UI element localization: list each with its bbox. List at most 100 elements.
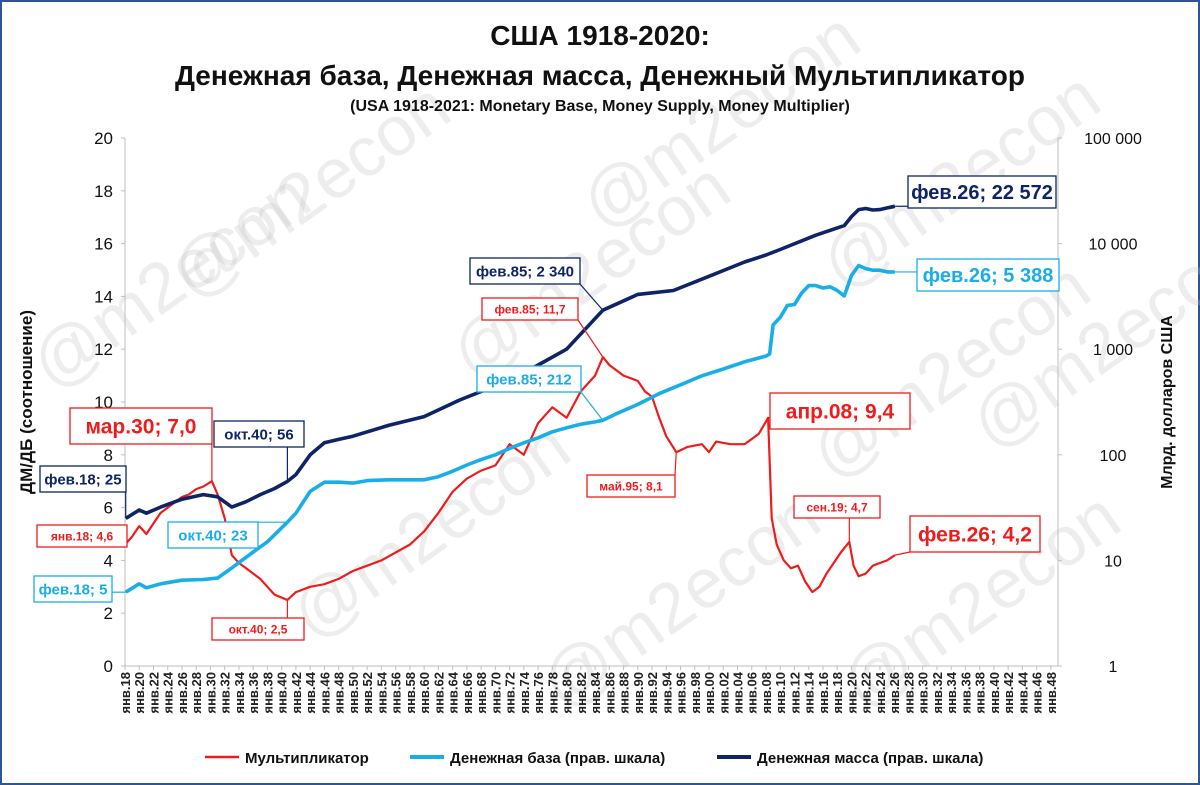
x-tick-label: янв.00: [702, 672, 717, 714]
x-tick-label: янв.62: [431, 672, 446, 714]
legend-item: Денежная масса (прав. шкала): [717, 750, 983, 767]
y-right-axis-title: Млрд. долларов США: [1159, 315, 1176, 489]
x-tick-label: янв.72: [503, 672, 518, 714]
annotation-label: фев.26; 4,2: [918, 524, 1032, 547]
x-tick-label: янв.58: [403, 672, 418, 714]
x-tick-label: янв.40: [275, 672, 290, 714]
annotation-box: [916, 258, 1060, 292]
x-tick-label: янв.44: [1015, 671, 1030, 713]
annotation-box: [481, 297, 579, 321]
x-tick-label: янв.18: [118, 672, 133, 714]
x-tick-label: янв.88: [617, 672, 632, 714]
annotation-label: сен.19; 4,7: [806, 500, 868, 514]
series-line-multiplier: [124, 356, 896, 602]
x-tick-label: янв.48: [1044, 672, 1059, 714]
x-tick-label: янв.94: [659, 671, 674, 713]
annotation-callout: май.95; 8,1: [586, 452, 677, 498]
y-left-tick-label: 4: [104, 551, 113, 570]
annotation-label: мар.30; 7,0: [86, 416, 197, 439]
x-tick-label: янв.36: [958, 672, 973, 714]
y-left-tick-label: 6: [104, 499, 113, 518]
x-tick-label: янв.70: [488, 672, 503, 714]
y-left-tick-label: 10: [94, 393, 113, 412]
x-tick-label: янв.20: [132, 672, 147, 714]
y-left-tick-label: 20: [94, 129, 113, 148]
annotation-box: [213, 420, 305, 448]
annotation-label: окт.40; 23: [178, 527, 247, 544]
annotation-callout: фев.18; 25: [39, 465, 127, 519]
y-left-tick-label: 16: [94, 235, 113, 254]
annotation-callout: фев.18; 5: [33, 575, 126, 603]
y-left-tick-label: 12: [94, 340, 113, 359]
y-right-tick-label: 1 000: [1093, 342, 1133, 359]
x-tick-label: янв.52: [360, 672, 375, 714]
x-tick-label: янв.26: [175, 672, 190, 714]
x-tick-label: янв.38: [973, 672, 988, 714]
x-tick-label: янв.20: [844, 672, 859, 714]
x-tick-label: янв.34: [232, 671, 247, 713]
annotation-leader: [579, 283, 604, 311]
annotation-label: фев.85; 11,7: [494, 302, 565, 316]
x-tick-label: янв.82: [574, 672, 589, 714]
x-tick-label: янв.38: [260, 672, 275, 714]
x-tick-label: янв.64: [446, 671, 461, 713]
annotation-callout: фев.85; 11,7: [481, 297, 604, 358]
annotation-callout: фев.85; 2 340: [469, 257, 604, 311]
x-tick-label: янв.46: [317, 672, 332, 714]
x-tick-label: янв.54: [374, 671, 389, 713]
annotation-leader: [674, 452, 677, 476]
chart-title: США 1918-2020:: [490, 20, 710, 51]
x-tick-label: янв.30: [203, 672, 218, 714]
annotation-label: янв.18; 4,6: [51, 529, 114, 543]
annotation-box: [39, 465, 127, 493]
annotation-callout: сен.19; 4,7: [793, 495, 881, 542]
annotation-callout: фев.26; 4,2: [894, 515, 1041, 556]
x-tick-label: янв.68: [474, 672, 489, 714]
x-tick-label: янв.80: [560, 672, 575, 714]
x-tick-label: янв.12: [787, 672, 802, 714]
annotation-callout: апр.08; 9,4: [768, 392, 911, 430]
x-tick-label: янв.40: [987, 672, 1002, 714]
chart-subtitle-english: (USA 1918-2021: Monetary Base, Money Sup…: [350, 98, 850, 115]
annotation-box: [167, 521, 259, 549]
annotation-box: [907, 175, 1057, 209]
x-tick-label: янв.84: [588, 671, 603, 713]
annotation-box: [769, 392, 911, 430]
x-tick-label: янв.60: [417, 672, 432, 714]
x-tick-label: янв.36: [246, 672, 261, 714]
x-tick-label: янв.24: [161, 671, 176, 713]
legend-label: Денежная база (прав. шкала): [450, 750, 665, 767]
chart-subtitle: Денежная база, Денежная масса, Денежный …: [175, 60, 1025, 91]
x-tick-label: янв.32: [930, 672, 945, 714]
x-tick-label: янв.86: [602, 672, 617, 714]
annotation-box: [793, 495, 881, 519]
x-tick-label: янв.16: [816, 672, 831, 714]
annotation-callout: янв.18; 4,6: [36, 524, 128, 548]
y-left-tick-label: 2: [104, 604, 113, 623]
annotation-leader: [894, 551, 911, 556]
legend-label: Мультипликатор: [245, 750, 369, 767]
annotation-callout: мар.30; 7,0: [69, 407, 213, 482]
annotation-label: май.95; 8,1: [599, 479, 663, 493]
x-tick-label: янв.24: [873, 671, 888, 713]
annotation-label: окт.40; 2,5: [229, 622, 288, 636]
x-tick-label: янв.28: [901, 672, 916, 714]
y-right-tick-label: 10 000: [1089, 237, 1138, 254]
x-tick-label: янв.26: [887, 672, 902, 714]
annotation-callout: окт.40; 2,5: [211, 600, 305, 641]
annotation-label: фев.18; 25: [44, 471, 121, 488]
annotation-box: [476, 365, 582, 393]
x-tick-label: янв.08: [759, 672, 774, 714]
x-tick-label: янв.56: [389, 672, 404, 714]
x-tick-label: янв.30: [916, 672, 931, 714]
annotation-label: фев.18; 5: [39, 581, 108, 598]
x-tick-label: янв.42: [1001, 672, 1016, 714]
legend-label: Денежная масса (прав. шкала): [757, 750, 983, 767]
x-tick-label: янв.22: [859, 672, 874, 714]
y-left-tick-label: 0: [104, 657, 113, 676]
x-tick-label: янв.28: [189, 672, 204, 714]
x-tick-label: янв.02: [716, 672, 731, 714]
y-right-tick-label: 100: [1100, 448, 1127, 465]
